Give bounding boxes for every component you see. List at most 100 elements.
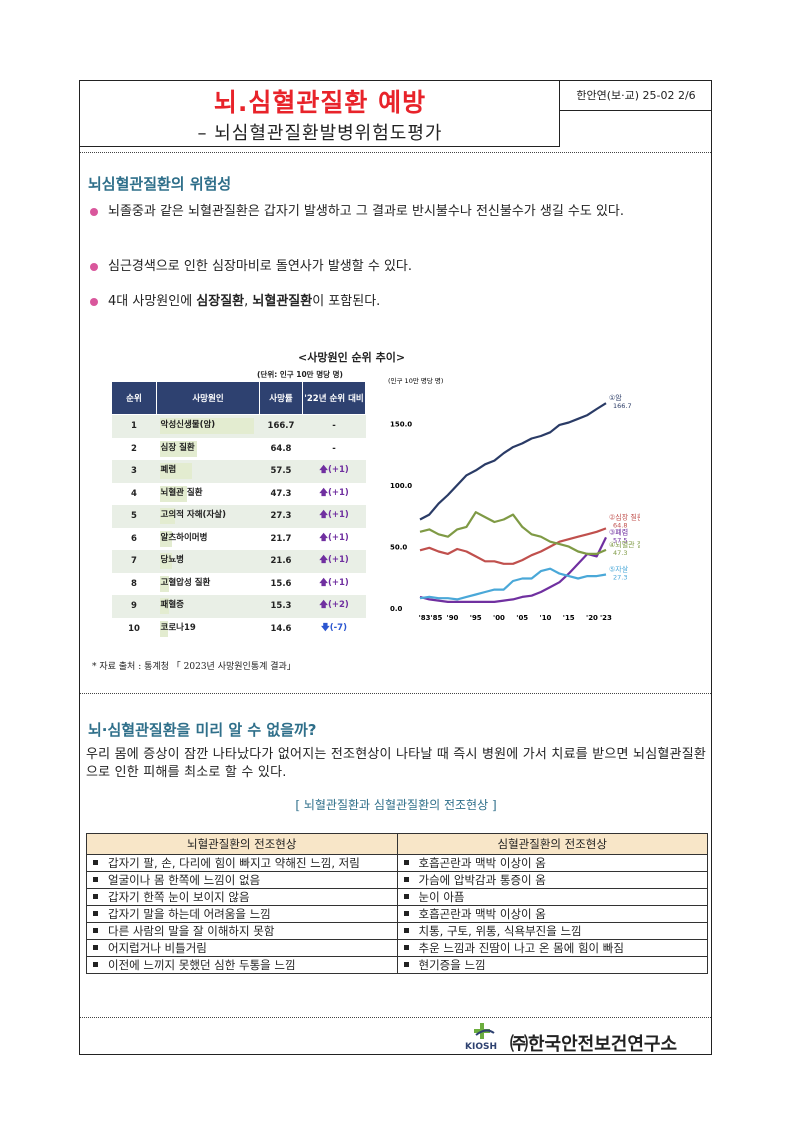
rate-cell: 47.3 — [270, 488, 292, 499]
brain-symptom-text: 다른 사람의 말을 잘 이해하지 못함 — [108, 924, 275, 938]
symptom-table: 뇌혈관질환의 전조현상 심혈관질환의 전조현상 갑자기 팔, 손, 다리에 힘이… — [86, 833, 708, 974]
heart-symptom-text: 추운 느낌과 진땀이 나고 온 몸에 힘이 빠짐 — [418, 941, 624, 955]
series-name-label: ①암 — [609, 394, 622, 402]
x-tick-label: '10 — [540, 614, 552, 622]
rank-cell: 4 — [131, 488, 137, 499]
x-tick-label: '15 — [563, 614, 575, 622]
table-unit: (단위: 인구 10만 명당 명) — [257, 370, 343, 379]
bullet-dot-icon — [90, 263, 98, 271]
bullet-item: 심근경색으로 인한 심장마비로 돌연사가 발생할 수 있다. — [88, 256, 698, 278]
brain-symptom-cell: 어지럽거나 비틀거림 — [86, 939, 398, 957]
x-tick-label: '83'85 — [419, 614, 443, 622]
arrow-up-icon: 🡅 — [319, 600, 328, 611]
rank-cell: 2 — [131, 443, 137, 454]
heart-symptom-cell: 눈이 아픔 — [396, 888, 708, 906]
square-bullet-icon — [93, 945, 98, 950]
rank-table-row: 2 심장 질환 64.8 - — [112, 438, 366, 461]
bullet-bold-brain: 뇌혈관질환 — [252, 294, 313, 309]
series-value-label: 57.5 — [613, 536, 627, 544]
y-tick-label: 0.0 — [390, 605, 403, 613]
square-bullet-icon — [403, 894, 409, 899]
square-bullet-icon — [403, 860, 409, 865]
bullet-text: 심근경색으로 인한 심장마비로 돌연사가 발생할 수 있다. — [108, 259, 413, 274]
x-tick-label: '95 — [470, 614, 482, 622]
heart-symptom-text: 치통, 구토, 위통, 식욕부진을 느낌 — [418, 924, 582, 938]
change-cell: - — [303, 438, 366, 461]
arrow-up-icon: 🡅 — [319, 510, 328, 521]
section-title-risk: 뇌심혈관질환의 위험성 — [88, 175, 232, 193]
header-title-box: 뇌.심혈관질환 예방 – 뇌심혈관질환발병위험도평가 — [80, 81, 560, 147]
bullet-bold-heart: 심장질환 — [196, 294, 245, 309]
series-value-label: 47.3 — [613, 549, 627, 557]
change-text: (+1) — [327, 510, 349, 521]
cause-text: 패혈증 — [160, 600, 184, 610]
change-text: (+1) — [327, 577, 349, 588]
brain-symptom-cell: 다른 사람의 말을 잘 이해하지 못함 — [86, 922, 398, 940]
page-subtitle: – 뇌심혈관질환발병위험도평가 — [197, 123, 443, 144]
bullet-item: 뇌졸중과 같은 뇌혈관질환은 갑자기 발생하고 그 결과로 반시불수나 전신불수… — [88, 201, 698, 223]
cause-cell: 패혈증 — [156, 595, 260, 618]
x-tick-label: '00 — [493, 614, 505, 622]
series-name-label: ④뇌혈관 질환 — [609, 540, 640, 549]
square-bullet-icon — [403, 962, 409, 967]
cause-cell: 심장 질환 — [157, 438, 260, 461]
x-tick-label: '90 — [447, 614, 459, 622]
arrow-up-icon: 🡅 — [319, 555, 328, 566]
brain-symptom-cell: 이전에 느끼지 못했던 심한 두통을 느낌 — [86, 956, 398, 974]
brain-symptom-text: 갑자기 말을 하는데 어려움을 느낌 — [108, 907, 271, 921]
series-name-label: ⑤자살 — [609, 564, 629, 573]
arrow-up-icon: 🡅 — [319, 532, 328, 543]
heart-symptom-cell: 추운 느낌과 진땀이 나고 온 몸에 힘이 빠짐 — [396, 939, 708, 957]
change-text: (+2) — [327, 600, 349, 611]
symptom-table-body: 갑자기 팔, 손, 다리에 힘이 빠지고 약해진 느낌, 저림 호흡곤란과 맥박 … — [86, 854, 708, 974]
series-line — [419, 527, 607, 565]
organization-name: ㈜한국안전보건연구소 — [510, 1034, 678, 1055]
rate-bar — [159, 440, 197, 457]
heart-symptom-cell: 현기증을 느낌 — [396, 956, 708, 974]
death-trend-line-chart: (인구 10만 명당 명) 0.0 50.0 100.0 150.0 '83'85 '90 '… — [388, 376, 640, 622]
arrow-up-icon: 🡅 — [319, 465, 328, 476]
square-bullet-icon — [93, 894, 98, 899]
y-tick-label: 100.0 — [390, 482, 412, 490]
bullet-dot-icon — [90, 298, 98, 306]
source-note: * 자료 출처 : 통계청 「 2023년 사망원인통계 결과」 — [92, 662, 296, 672]
rank-cell: 6 — [131, 533, 137, 544]
cause-cell: 뇌혈관 질환 — [157, 483, 260, 506]
divider-top — [80, 152, 711, 153]
rate-bar — [159, 508, 175, 525]
logo-swoosh-shape — [475, 1029, 495, 1036]
divider-middle — [80, 693, 711, 694]
brain-symptom-cell: 갑자기 한쪽 눈이 보이지 않음 — [86, 888, 398, 906]
cause-text: 고의적 자해(자살) — [160, 510, 226, 520]
symptom-table-row: 갑자기 팔, 손, 다리에 힘이 빠지고 약해진 느낌, 저림 호흡곤란과 맥박 … — [86, 854, 708, 872]
rate-bar — [159, 575, 169, 592]
change-text: (+1) — [327, 555, 349, 566]
series-value-label: 166.7 — [613, 402, 632, 410]
cause-text: 코로나19 — [160, 622, 196, 633]
bullet-text-post: 이 포함된다. — [312, 294, 381, 309]
cause-cell: 코로나19 — [157, 618, 260, 641]
symptom-table-row: 이전에 느끼지 못했던 심한 두통을 느낌 현기증을 느낌 — [86, 956, 708, 974]
rate-cell: 21.6 — [259, 550, 303, 573]
change-text: (-7) — [329, 622, 347, 633]
heart-symptom-cell: 치통, 구토, 위통, 식욕부진을 느낌 — [396, 922, 708, 940]
cause-text: 악성신생물(암) — [160, 420, 216, 430]
rate-cell: 166.7 — [259, 414, 303, 438]
series-line — [419, 511, 607, 555]
symptom-table-row: 갑자기 말을 하는데 어려움을 느낌 호흡곤란과 맥박 이상이 옴 — [86, 905, 708, 923]
change-cell: 🡅(+1) — [302, 505, 366, 528]
brain-symptom-text: 이전에 느끼지 못했던 심한 두통을 느낌 — [108, 958, 296, 972]
x-tick-label: '05 — [516, 614, 528, 622]
rank-cell: 3 — [111, 460, 157, 483]
square-bullet-icon — [93, 911, 98, 916]
y-tick-label: 150.0 — [390, 421, 412, 429]
heart-symptom-text: 현기증을 느낌 — [418, 958, 486, 972]
rank-table-row: 5 고의적 자해(자살) 27.3 🡅(+1) — [111, 505, 366, 528]
change-text: (+1) — [327, 465, 349, 476]
rate-bar — [159, 485, 187, 502]
rate-cell: 64.8 — [270, 443, 292, 454]
rate-cell: 27.3 — [259, 505, 303, 528]
heart-symptom-text: 가슴에 압박감과 통증이 옴 — [418, 873, 546, 887]
rate-cell: 15.6 — [270, 578, 292, 589]
cause-text: 알츠하이머병 — [160, 532, 208, 543]
